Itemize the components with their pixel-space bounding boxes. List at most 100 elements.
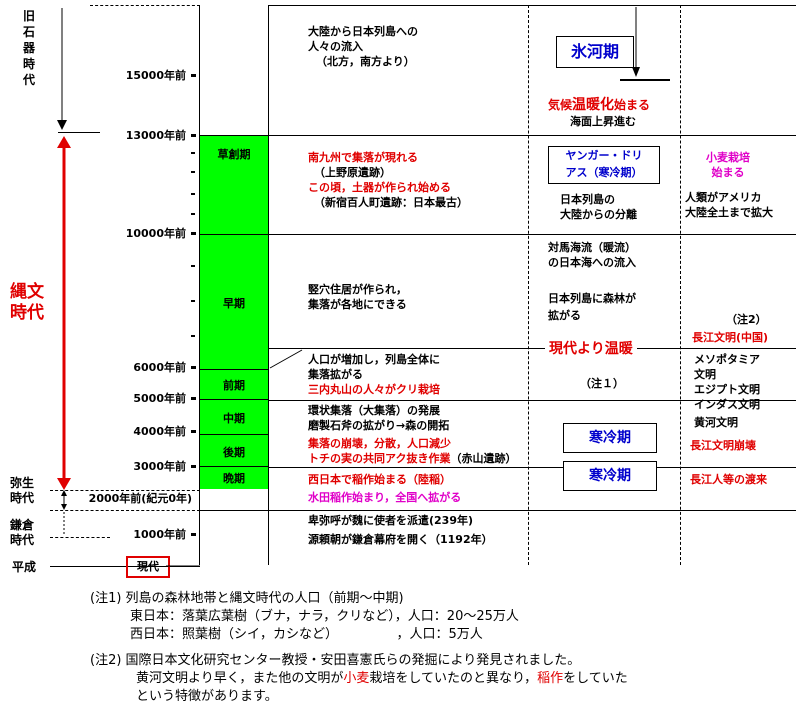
- ice-age-arrow: [620, 7, 670, 81]
- kamakura-label-line: 鎌倉: [10, 518, 35, 532]
- period-zenki: 前期: [200, 370, 268, 400]
- table-left-border: [199, 5, 200, 565]
- paleolithic-char: 時: [22, 57, 35, 71]
- event-collapse: 集落の崩壊，分散，人口減少 トチの実の共同アク抜き作業（赤山遺跡）: [308, 436, 516, 466]
- event-paddy-rice: 水田稲作始まり，全国へ拡がる: [308, 491, 462, 504]
- warming-text-large: 温暖化: [572, 97, 615, 113]
- warming-text: 始まる: [614, 98, 651, 112]
- event-line: 大陸から日本列島への: [308, 25, 418, 38]
- wheat-line: 始まる: [711, 166, 745, 179]
- event-text: この頃，: [308, 181, 352, 194]
- note2-ref: （注2）: [726, 313, 767, 326]
- bottom-line: [50, 566, 200, 567]
- warmer-than-today: 現代より温暖: [545, 340, 637, 358]
- tick-mark-1000: [191, 533, 196, 536]
- event-line: 集落の崩壊，分散，人口減少: [308, 437, 451, 450]
- tick-mark-3000: [191, 465, 196, 468]
- wheat-cultivation: 小麦栽培 始まる: [706, 150, 750, 180]
- note2-line1: 黄河文明より早く，また他の文明が小麦栽培をしていたのと異なり，稲作をしていた: [136, 670, 628, 687]
- tick-mark-5000: [191, 397, 196, 400]
- tick-mark-minor: [191, 300, 195, 302]
- changjiang-collapse: 長江文明崩壊: [690, 439, 756, 452]
- paleolithic-arrow-head: [57, 120, 67, 130]
- event-settlement: 南九州で集落が現れる （上野原遺跡） この頃，土器が作られ始める （新宿百人町遺…: [308, 150, 468, 210]
- event-migration: 大陸から日本列島への 人々の流入 （北方，南方より）: [308, 24, 418, 69]
- tick-mark-minor: [191, 213, 195, 215]
- separation-line: 日本列島の: [560, 193, 615, 206]
- row-line-2000: [199, 510, 796, 511]
- yayoi-arrow-head-down: [61, 504, 67, 510]
- event-line: （新宿百人町遺跡：日本最古）: [314, 196, 468, 209]
- event-rice-west: 西日本で稲作始まる（陸稲）: [308, 473, 451, 486]
- period-label: 草創期: [217, 148, 251, 161]
- row-line-5000: [268, 400, 796, 401]
- note1-west: 西日本：照葉樹（シイ，カシなど） ，人口：5万人: [130, 627, 483, 642]
- pottery-text: 土器: [352, 181, 374, 194]
- ice-age-label: 氷河期: [570, 42, 619, 61]
- event-line: トチの実の共同アク抜き作業（赤山遺跡）: [308, 451, 516, 466]
- period-label: 晩期: [223, 472, 245, 485]
- america-expansion: 人類がアメリカ 大陸全土まで拡大: [685, 190, 773, 220]
- period-label: 中期: [223, 412, 245, 425]
- event-line: 集落拡がる: [308, 368, 363, 381]
- forest-line: 日本列島に森林が: [548, 292, 636, 305]
- event-yoritomo: 源頼朝が鎌倉幕府を開く（1192年）: [308, 533, 493, 546]
- event-line: 人々の流入: [308, 40, 363, 53]
- row-line-yayoi-top: [50, 490, 200, 491]
- top-border-solid: [268, 5, 796, 6]
- changjiang-migration: 長江人等の渡来: [690, 473, 767, 486]
- jomon-label-line: 時代: [10, 303, 44, 323]
- tick-mark-15000: [191, 74, 196, 77]
- tick-13000: 13000年前: [125, 129, 186, 142]
- tick-2000: 2000年前(紀元0年): [88, 492, 192, 505]
- civ-line: インダス文明: [694, 398, 760, 411]
- event-line: 環状集落（大集落）の発展: [308, 404, 440, 417]
- period-sousouki: 草創期: [200, 136, 268, 235]
- civ-line: メソポタミア: [694, 353, 760, 366]
- period-souki: 早期: [200, 235, 268, 370]
- civ-line: 文明: [694, 368, 716, 381]
- note-text: をしていた: [563, 671, 628, 686]
- event-text: （赤山遺跡）: [450, 452, 517, 465]
- kamakura-label: 鎌倉 時代: [10, 518, 34, 548]
- top-border: [90, 5, 200, 6]
- event-pit-dwelling: 竪穴住居が作られ， 集落が各地にできる: [308, 282, 407, 312]
- tick-3000: 3000年前: [133, 460, 186, 473]
- event-line: （北方，南方より）: [316, 55, 415, 68]
- note2-line2: という特徴があります。: [136, 689, 278, 704]
- america-line: 大陸全土まで拡大: [685, 206, 773, 219]
- jomon-label-line: 縄文: [10, 282, 44, 302]
- tsushima-line: 対馬海流（暖流）: [548, 241, 636, 254]
- tick-10000: 10000年前: [125, 227, 186, 240]
- cold-period-label: 寒冷期: [589, 468, 631, 484]
- heisei-label: 平成: [12, 560, 37, 574]
- jomon-arrow-head-down: [57, 478, 71, 490]
- tick-5000: 5000年前: [133, 392, 186, 405]
- col-divider-2: [680, 5, 681, 565]
- kamakura-label-line: 時代: [10, 533, 35, 547]
- forest-label: 日本列島に森林が 拡がる: [548, 290, 636, 324]
- tick-15000: 15000年前: [125, 69, 186, 82]
- event-line: 人口が増加し，列島全体に: [308, 353, 440, 366]
- paleolithic-label: 旧 石 器 時 代: [18, 8, 40, 88]
- col-divider-1: [528, 5, 529, 565]
- tsushima-line: の日本海への流入: [548, 256, 636, 269]
- paleolithic-char: 器: [22, 41, 35, 55]
- civ-line: エジプト文明: [694, 383, 760, 396]
- paleolithic-char: 石: [22, 25, 35, 39]
- present-label: 現代: [126, 556, 170, 578]
- row-line-2000-left: [50, 510, 200, 511]
- period-kouki: 後期: [200, 435, 268, 467]
- jomon-label: 縄文 時代: [10, 282, 44, 324]
- wheat-word: 小麦: [343, 671, 370, 686]
- row-line-13000-left: [58, 132, 100, 133]
- civ-line: 黄河文明: [694, 416, 738, 429]
- tick-1000: 1000年前: [133, 528, 186, 541]
- event-text: が作られ始める: [374, 181, 451, 194]
- row-line-3000: [268, 467, 796, 468]
- changjiang-civilization: 長江文明(中国): [692, 331, 769, 344]
- tick-mark-13000: [191, 134, 196, 137]
- yayoi-label-line: 弥生: [10, 476, 35, 490]
- paleolithic-char: 旧: [22, 9, 35, 23]
- cold-period-box-1: 寒冷期: [563, 423, 657, 453]
